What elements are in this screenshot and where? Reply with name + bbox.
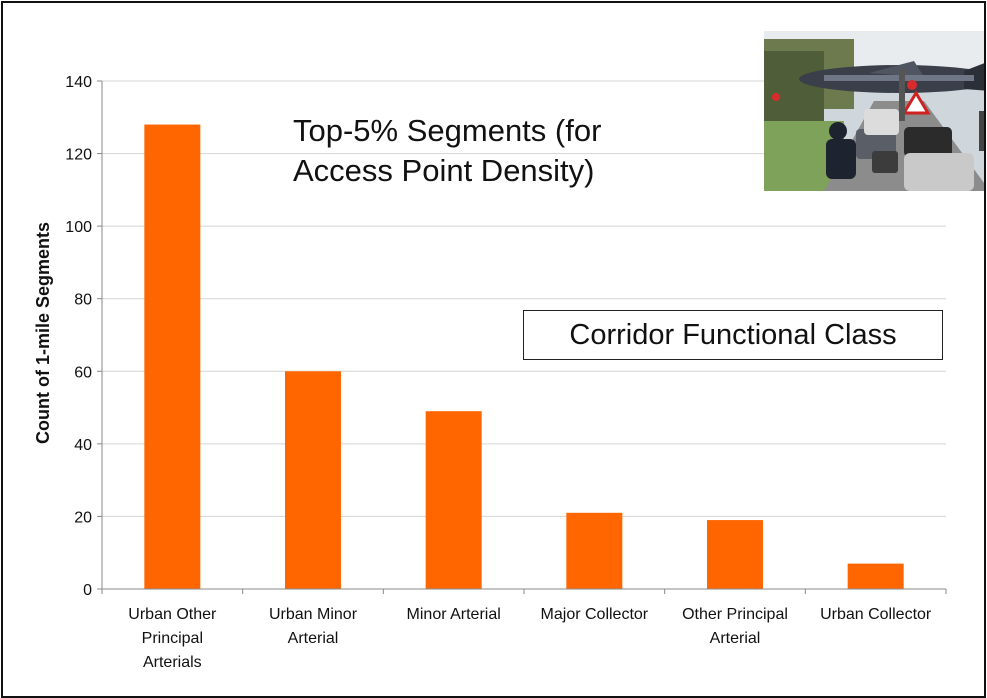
y-tick-label: 0	[83, 582, 92, 599]
bar-6	[847, 563, 904, 589]
x-tick-label: Other Principal Arterial	[682, 606, 788, 647]
chart-title: Top-5% Segments (for Access Point Densit…	[293, 113, 602, 188]
traffic-photo-icon	[764, 31, 984, 191]
x-tick-label-line: Urban Collector	[820, 606, 932, 623]
bar-5	[707, 520, 763, 589]
x-tick-label: Minor Arterial	[407, 606, 501, 623]
x-tick-labels: Urban Other Principal Arterials Urban Minor…	[128, 606, 932, 671]
x-tick-label-line: Arterial	[288, 630, 339, 647]
legend-box: Corridor Functional Class	[523, 310, 943, 360]
x-tick-label-line: Minor Arterial	[407, 606, 501, 623]
x-tick-label-line: Principal	[142, 630, 203, 647]
y-tick-label: 140	[65, 74, 92, 91]
x-tick-label: Urban Other Principal Arterials	[128, 606, 217, 671]
y-tick-label: 80	[74, 292, 92, 309]
y-tick-label: 40	[74, 437, 92, 454]
y-tick-label: 100	[65, 219, 92, 236]
x-tick-label-line: Major Collector	[541, 606, 649, 623]
y-tick-labels: 0 20 40 60 80 100 120 140	[65, 74, 92, 599]
y-tick-label: 60	[74, 364, 92, 381]
bars	[144, 124, 904, 590]
x-tick-label: Urban Collector	[820, 606, 932, 623]
x-tick-label-line: Arterials	[143, 654, 202, 671]
bar-4	[566, 512, 623, 589]
bar-chart: 0 20 40 60 80 100 120 140 Urban Other Principal A…	[33, 74, 947, 671]
y-tick-label: 20	[74, 509, 92, 526]
x-tick-label-line: Urban Minor	[269, 606, 358, 623]
y-axis-label: Count of 1-mile Segments	[33, 222, 53, 444]
x-tick-label-line: Urban Other	[128, 606, 217, 623]
x-tick-label: Urban Minor Arterial	[269, 606, 358, 647]
bar-3	[425, 411, 482, 589]
x-tick-label-line: Other Principal	[682, 606, 788, 623]
y-tick-label: 120	[65, 147, 92, 164]
bar-1	[144, 124, 201, 590]
grid-lines	[102, 80, 946, 517]
axes	[97, 80, 947, 594]
x-tick-label-line: Arterial	[710, 630, 761, 647]
x-tick-label: Major Collector	[541, 606, 649, 623]
bar-2	[285, 371, 341, 589]
